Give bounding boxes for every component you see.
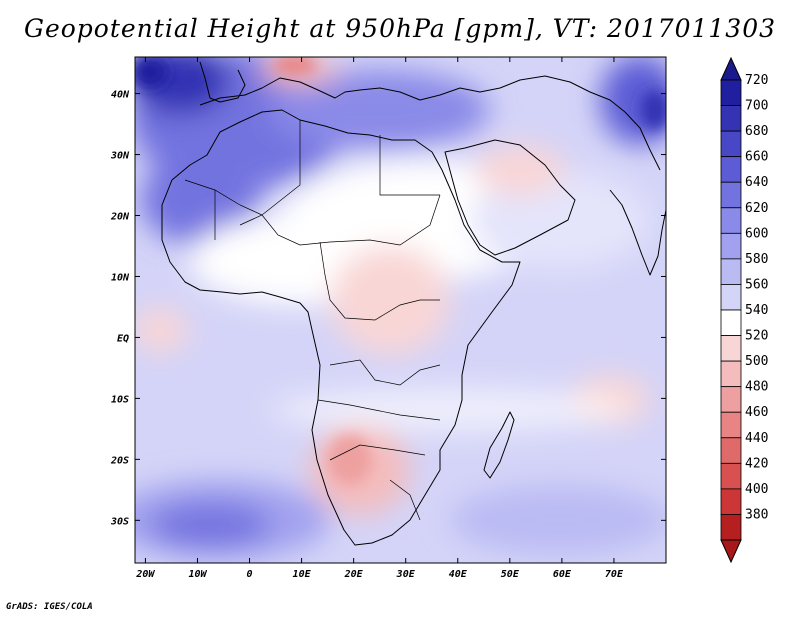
colorbar-swatch — [720, 514, 742, 541]
field-blob — [330, 245, 450, 355]
colorbar-label: 720 — [745, 73, 768, 88]
colorbar-swatch — [720, 105, 742, 132]
colorbar-swatch — [720, 258, 742, 285]
colorbar-label: 400 — [745, 482, 768, 497]
y-tick-label: EQ — [117, 333, 129, 344]
colorbar-bottom-arrow — [720, 539, 742, 564]
colorbar-label: 560 — [745, 277, 768, 292]
colorbar-swatch — [720, 207, 742, 234]
europe-coastline — [199, 75, 661, 171]
colorbar-swatch — [720, 156, 742, 183]
y-axis: 40N 30N 20N 10N EQ 10S 20S 30S — [110, 90, 666, 527]
madagascar-coastline — [483, 411, 515, 479]
colorbar-swatch — [720, 360, 742, 388]
x-tick-label: 20E — [344, 569, 364, 580]
field-blob — [475, 145, 565, 195]
y-tick-label: 20N — [110, 212, 130, 223]
field-blob — [600, 57, 666, 145]
height-field — [135, 57, 666, 563]
field-blob — [270, 388, 630, 432]
colorbar-swatch — [720, 309, 742, 336]
colorbar-label: 660 — [745, 150, 768, 165]
colorbar-swatch — [720, 488, 742, 515]
field-blob — [470, 170, 650, 270]
colorbar-label: 540 — [745, 303, 768, 318]
colorbar-top-arrow — [720, 56, 742, 81]
x-tick-label: 70E — [605, 569, 624, 580]
colorbar-swatch — [720, 462, 742, 490]
x-tick-label: 10W — [188, 569, 207, 580]
x-tick-label: 10E — [293, 569, 312, 580]
colorbar-label: 440 — [745, 431, 768, 446]
india-coastline — [609, 189, 666, 276]
x-tick-label: 30E — [396, 569, 416, 580]
colorbar-label: 600 — [745, 226, 768, 241]
y-tick-label: 30S — [110, 516, 129, 527]
colorbar-swatch — [720, 181, 742, 209]
colorbar-swatch — [720, 79, 742, 106]
colorbar-label: 420 — [745, 456, 768, 471]
x-axis: 20W 10W 0 10E 20E 30E 40E 50E 60E 70E — [135, 57, 624, 580]
colorbar-label: 380 — [745, 507, 768, 522]
colorbar-swatch — [720, 437, 742, 464]
y-tick-label: 20S — [110, 455, 129, 466]
field-blob — [328, 435, 372, 485]
credit-text: GrADS: IGES/COLA — [6, 602, 93, 612]
field-blob — [150, 503, 270, 547]
x-tick-label: 20W — [135, 569, 155, 580]
field-blob — [270, 70, 490, 150]
arabia-coastline — [444, 139, 576, 256]
country-borders — [184, 120, 441, 521]
colorbar-swatch — [720, 386, 742, 413]
coastlines — [161, 61, 666, 546]
field-blob — [641, 90, 666, 130]
y-tick-label: 30N — [110, 151, 130, 162]
colorbar-label: 580 — [745, 252, 768, 267]
colorbar-label: 680 — [745, 124, 768, 139]
colorbar-swatch — [720, 130, 742, 158]
field-blob — [450, 485, 666, 555]
plot-frame — [134, 56, 667, 564]
colorbar-swatch — [720, 284, 742, 311]
x-tick-label: 40E — [449, 569, 468, 580]
iberia-coastline — [199, 61, 246, 103]
map-title: Geopotential Height at 950hPa [gpm], VT:… — [23, 14, 777, 43]
colorbar-swatch — [720, 232, 742, 260]
colorbar-label: 640 — [745, 175, 768, 190]
field-blob — [135, 308, 188, 352]
y-tick-label: 40N — [111, 90, 130, 101]
x-tick-label: 50E — [501, 569, 520, 580]
colorbar-label: 480 — [745, 380, 768, 395]
colorbar-swatch — [720, 335, 742, 362]
colorbar-label: 700 — [745, 99, 768, 114]
colorbar-label: 520 — [745, 329, 768, 344]
colorbar: 720 700 680 660 640 620 600 580 560 540 520 500 480 4… — [720, 56, 768, 564]
colorbar-label: 460 — [745, 405, 768, 420]
colorbar-swatch — [720, 411, 742, 439]
field-blob — [140, 155, 260, 245]
colorbar-label: 620 — [745, 201, 768, 216]
africa-coastline — [161, 109, 521, 546]
colorbar-label: 500 — [745, 354, 768, 369]
x-tick-label: 60E — [553, 569, 572, 580]
field-blob — [273, 57, 317, 75]
y-tick-label: 10N — [111, 272, 130, 283]
y-tick-label: 10S — [111, 394, 129, 405]
field-blob — [135, 57, 168, 88]
x-tick-label: 0 — [247, 569, 253, 580]
